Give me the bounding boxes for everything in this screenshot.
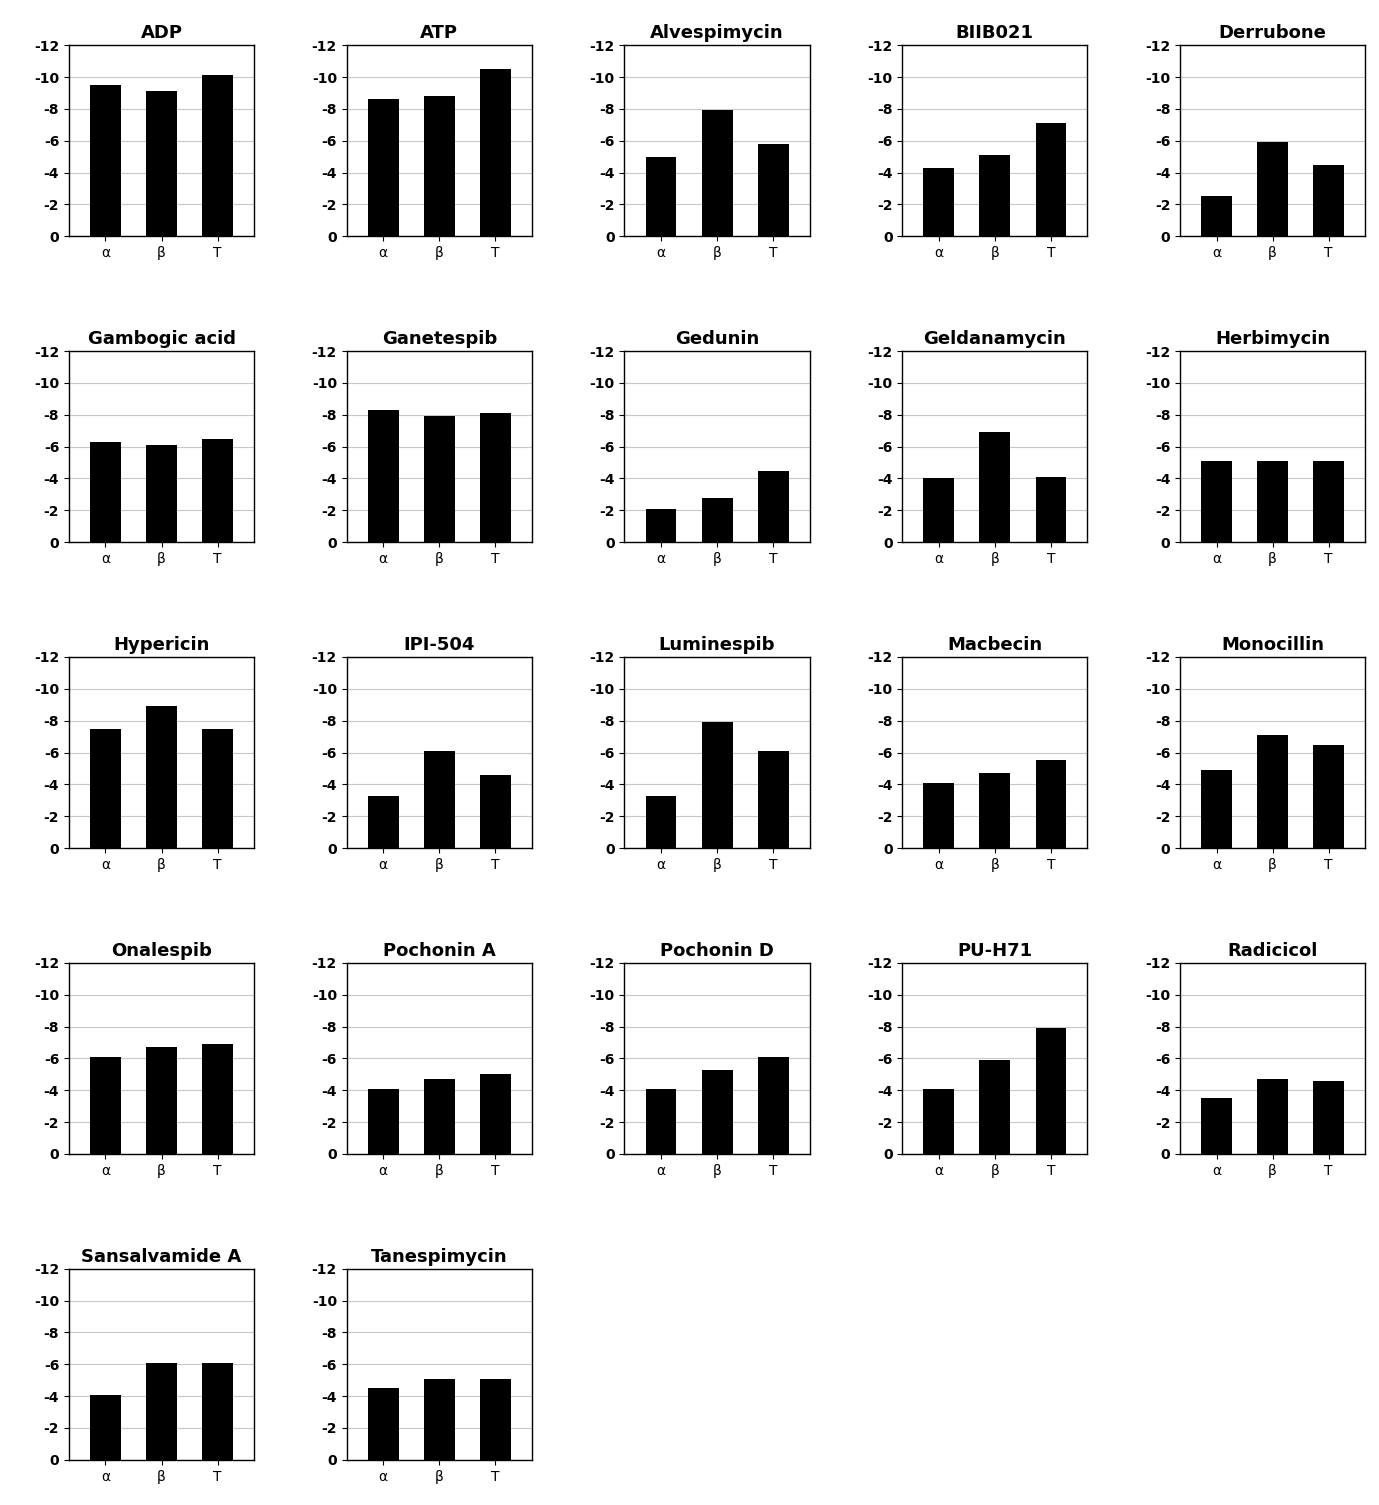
Bar bbox=[702, 722, 732, 849]
Title: Radicicol: Radicicol bbox=[1227, 942, 1318, 960]
Bar bbox=[702, 110, 732, 236]
Title: Gambogic acid: Gambogic acid bbox=[87, 330, 236, 348]
Bar bbox=[1258, 461, 1288, 542]
Bar bbox=[480, 69, 510, 236]
Bar bbox=[1313, 1081, 1345, 1154]
Title: Pochonin A: Pochonin A bbox=[383, 942, 495, 960]
Bar bbox=[480, 414, 510, 542]
Title: Geldanamycin: Geldanamycin bbox=[924, 330, 1066, 348]
Bar bbox=[203, 438, 233, 542]
Title: ATP: ATP bbox=[421, 24, 458, 42]
Bar bbox=[979, 774, 1011, 849]
Title: Macbecin: Macbecin bbox=[947, 637, 1043, 655]
Title: Alvespimycin: Alvespimycin bbox=[651, 24, 783, 42]
Bar bbox=[1036, 760, 1066, 849]
Bar bbox=[1258, 143, 1288, 236]
Bar bbox=[203, 728, 233, 849]
Bar bbox=[979, 155, 1011, 236]
Title: Monocillin: Monocillin bbox=[1222, 637, 1324, 655]
Bar bbox=[979, 1060, 1011, 1154]
Title: Derrubone: Derrubone bbox=[1219, 24, 1327, 42]
Title: Hypericin: Hypericin bbox=[113, 637, 210, 655]
Title: Ganetespib: Ganetespib bbox=[382, 330, 496, 348]
Bar bbox=[758, 144, 789, 236]
Title: ADP: ADP bbox=[141, 24, 182, 42]
Bar bbox=[423, 1079, 455, 1154]
Bar bbox=[203, 75, 233, 236]
Title: BIIB021: BIIB021 bbox=[956, 24, 1034, 42]
Bar bbox=[758, 751, 789, 849]
Bar bbox=[368, 99, 399, 236]
Bar bbox=[90, 442, 121, 542]
Bar bbox=[758, 471, 789, 542]
Bar bbox=[1313, 745, 1345, 849]
Bar bbox=[645, 509, 676, 542]
Title: IPI-504: IPI-504 bbox=[404, 637, 474, 655]
Title: Onalespib: Onalespib bbox=[112, 942, 212, 960]
Bar bbox=[146, 92, 177, 236]
Bar bbox=[702, 498, 732, 542]
Bar bbox=[1258, 734, 1288, 849]
Bar bbox=[1036, 477, 1066, 542]
Bar bbox=[368, 409, 399, 542]
Bar bbox=[1201, 1099, 1231, 1154]
Title: Sansalvamide A: Sansalvamide A bbox=[81, 1248, 241, 1266]
Bar bbox=[924, 479, 954, 542]
Bar bbox=[90, 1057, 121, 1154]
Bar bbox=[423, 751, 455, 849]
Bar bbox=[1201, 461, 1231, 542]
Bar bbox=[423, 417, 455, 542]
Bar bbox=[645, 796, 676, 849]
Bar bbox=[702, 1070, 732, 1154]
Bar bbox=[423, 96, 455, 236]
Bar bbox=[90, 728, 121, 849]
Bar bbox=[146, 1362, 177, 1460]
Title: Gedunin: Gedunin bbox=[674, 330, 760, 348]
Bar bbox=[1201, 197, 1231, 236]
Bar bbox=[924, 783, 954, 849]
Bar bbox=[979, 432, 1011, 542]
Bar bbox=[368, 796, 399, 849]
Bar bbox=[1313, 461, 1345, 542]
Bar bbox=[1313, 164, 1345, 236]
Bar bbox=[924, 169, 954, 236]
Bar bbox=[758, 1057, 789, 1154]
Bar bbox=[480, 775, 510, 849]
Bar bbox=[90, 84, 121, 236]
Bar bbox=[90, 1395, 121, 1460]
Bar bbox=[146, 445, 177, 542]
Bar bbox=[203, 1044, 233, 1154]
Bar bbox=[423, 1379, 455, 1460]
Bar bbox=[146, 706, 177, 849]
Bar bbox=[480, 1379, 510, 1460]
Title: Pochonin D: Pochonin D bbox=[661, 942, 774, 960]
Bar bbox=[924, 1088, 954, 1154]
Bar bbox=[1258, 1079, 1288, 1154]
Bar bbox=[203, 1362, 233, 1460]
Bar bbox=[368, 1088, 399, 1154]
Bar bbox=[1201, 771, 1231, 849]
Bar bbox=[1036, 123, 1066, 236]
Title: Luminespib: Luminespib bbox=[659, 637, 775, 655]
Bar bbox=[645, 1088, 676, 1154]
Title: Tanespimycin: Tanespimycin bbox=[371, 1248, 507, 1266]
Title: PU-H71: PU-H71 bbox=[957, 942, 1033, 960]
Title: Herbimycin: Herbimycin bbox=[1215, 330, 1331, 348]
Bar bbox=[645, 157, 676, 236]
Bar bbox=[480, 1075, 510, 1154]
Bar bbox=[1036, 1028, 1066, 1154]
Bar bbox=[146, 1047, 177, 1154]
Bar bbox=[368, 1388, 399, 1460]
